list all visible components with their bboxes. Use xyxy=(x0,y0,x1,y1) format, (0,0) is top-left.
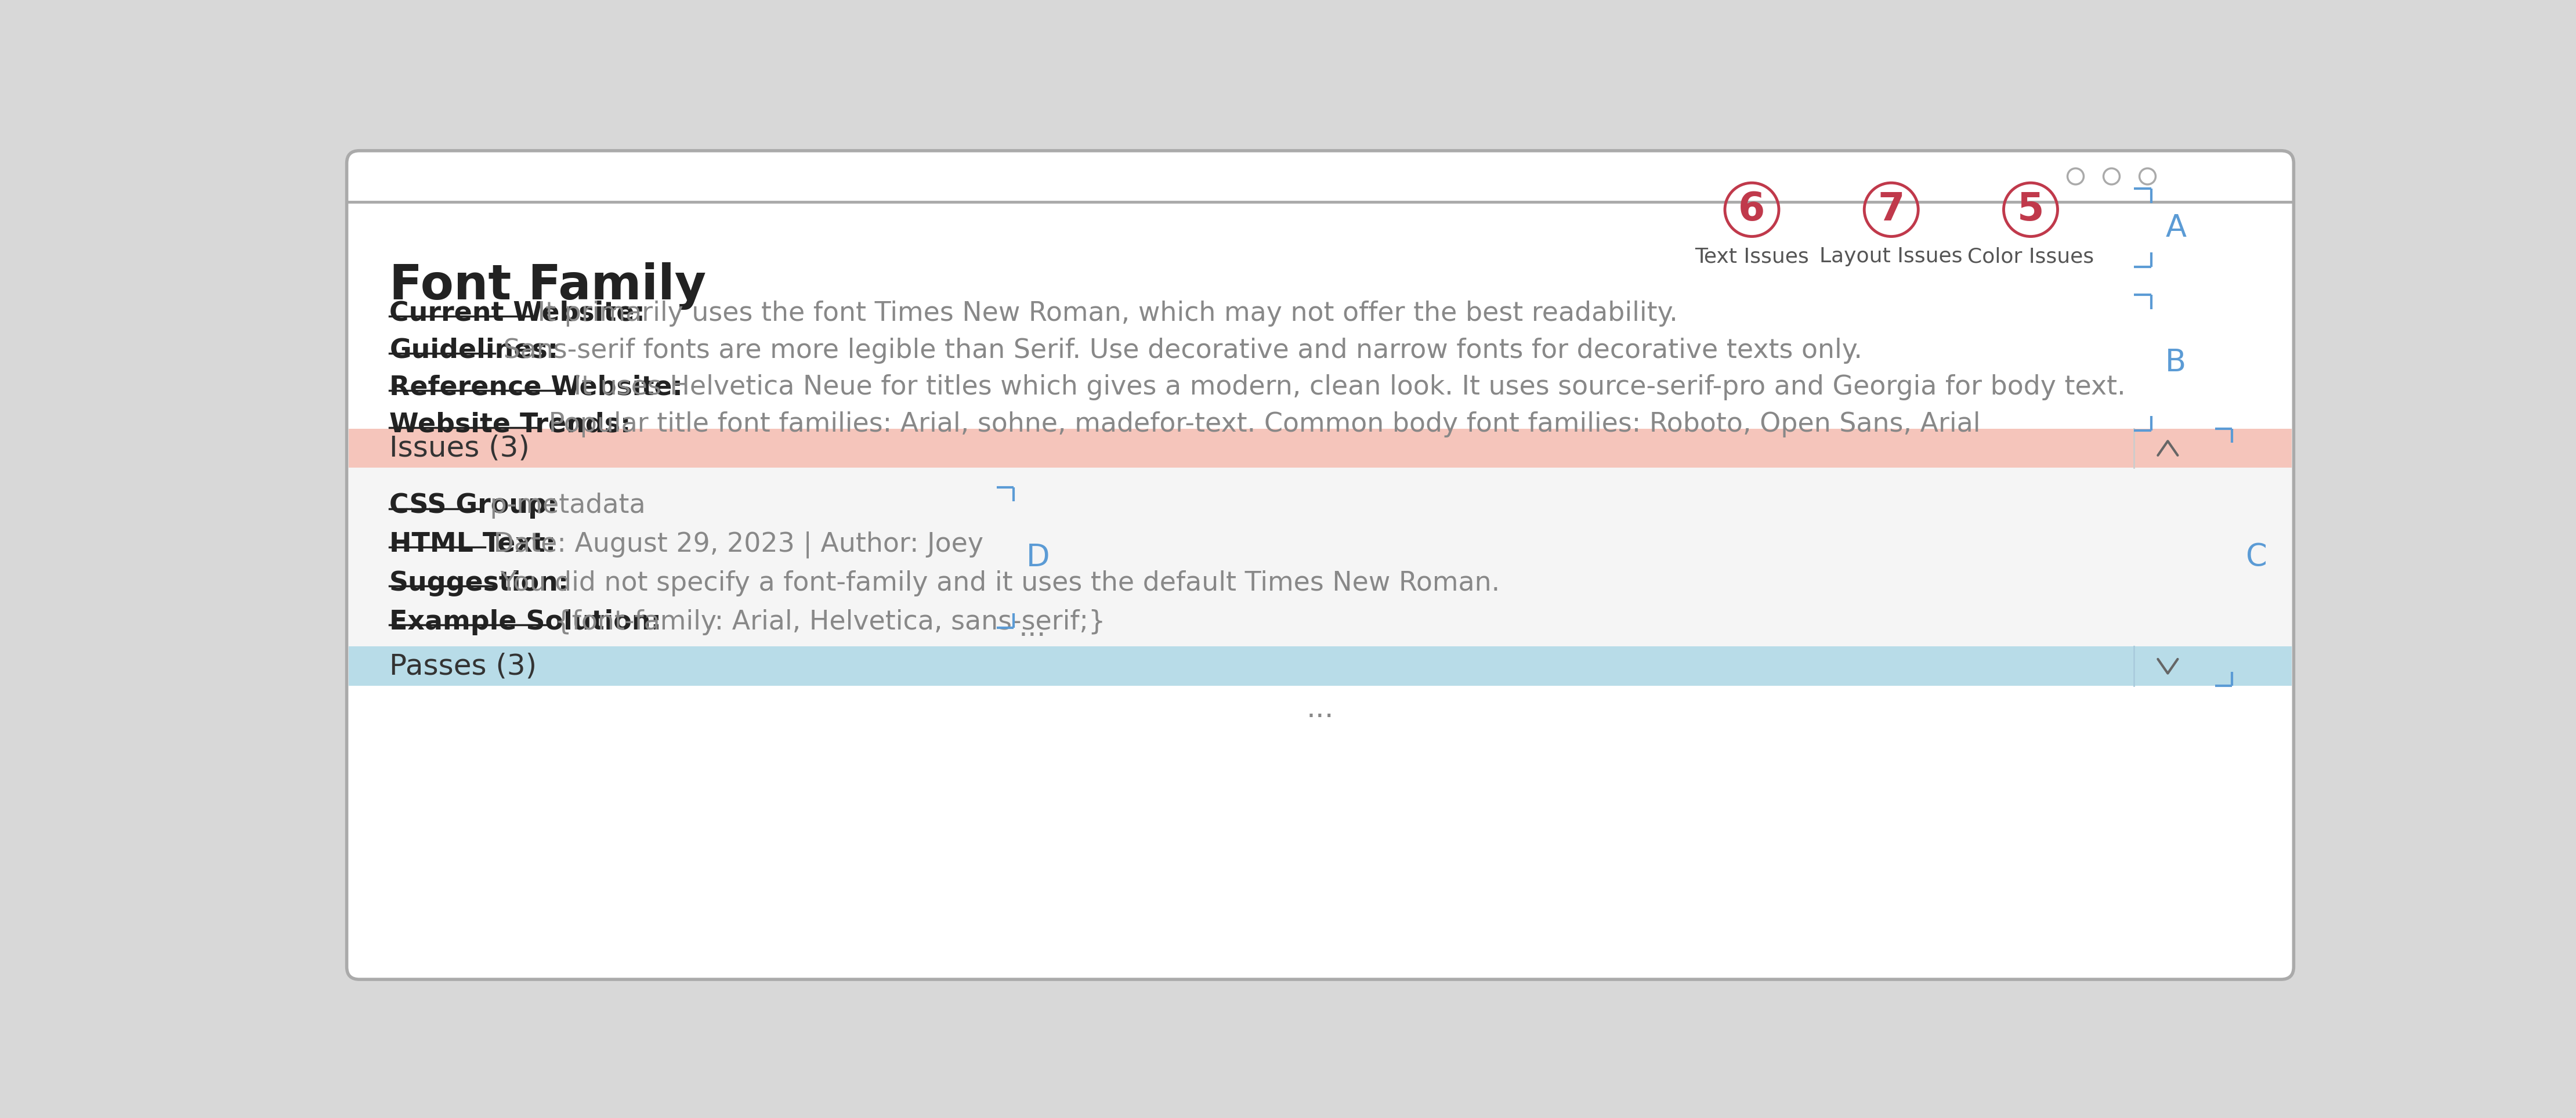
Text: It uses Helvetica Neue for titles which gives a modern, clean look. It uses sour: It uses Helvetica Neue for titles which … xyxy=(564,375,2125,400)
Text: ...: ... xyxy=(1306,695,1334,723)
FancyBboxPatch shape xyxy=(348,646,2293,685)
Text: 7: 7 xyxy=(1878,190,1904,229)
FancyBboxPatch shape xyxy=(348,151,2293,979)
Text: Website Trends:: Website Trends: xyxy=(389,411,631,437)
Text: Date: August 29, 2023 | Author: Joey: Date: August 29, 2023 | Author: Joey xyxy=(484,531,984,558)
Text: Guidelines:: Guidelines: xyxy=(389,338,559,363)
Text: C: C xyxy=(2246,542,2267,572)
Text: Example Solution:: Example Solution: xyxy=(389,609,662,635)
Text: 5: 5 xyxy=(2017,190,2045,229)
Text: Suggestion:: Suggestion: xyxy=(389,570,569,596)
Text: A: A xyxy=(2166,212,2187,243)
Text: p-metadata: p-metadata xyxy=(482,492,647,519)
Text: Layout Issues: Layout Issues xyxy=(1819,247,1963,266)
FancyBboxPatch shape xyxy=(348,467,2293,646)
Text: You did not specify a font-family and it uses the default Times New Roman.: You did not specify a font-family and it… xyxy=(492,570,1499,596)
Text: Font Family: Font Family xyxy=(389,263,706,310)
Text: Issues (3): Issues (3) xyxy=(389,434,531,462)
Text: Current Website:: Current Website: xyxy=(389,301,644,326)
FancyBboxPatch shape xyxy=(348,428,2293,467)
Text: Sans-serif fonts are more legible than Serif. Use decorative and narrow fonts fo: Sans-serif fonts are more legible than S… xyxy=(495,338,1862,363)
Text: 6: 6 xyxy=(1739,190,1765,229)
Text: CSS Group:: CSS Group: xyxy=(389,492,559,519)
Text: Reference Website:: Reference Website: xyxy=(389,375,683,400)
Text: ...: ... xyxy=(1018,614,1046,642)
Text: It primarily uses the font Times New Roman, which may not offer the best readabi: It primarily uses the font Times New Rom… xyxy=(528,301,1677,326)
Text: {font-family: Arial, Helvetica, sans-serif;}: {font-family: Arial, Helvetica, sans-ser… xyxy=(546,609,1105,635)
Text: Text Issues: Text Issues xyxy=(1695,247,1808,266)
Text: Passes (3): Passes (3) xyxy=(389,652,536,680)
Text: B: B xyxy=(2166,348,2187,378)
Text: Color Issues: Color Issues xyxy=(1968,247,2094,266)
Text: Popular title font families: Arial, sohne, madefor-text. Common body font famili: Popular title font families: Arial, sohn… xyxy=(541,411,1981,437)
Text: D: D xyxy=(1025,542,1051,572)
Text: HTML Text:: HTML Text: xyxy=(389,531,556,558)
